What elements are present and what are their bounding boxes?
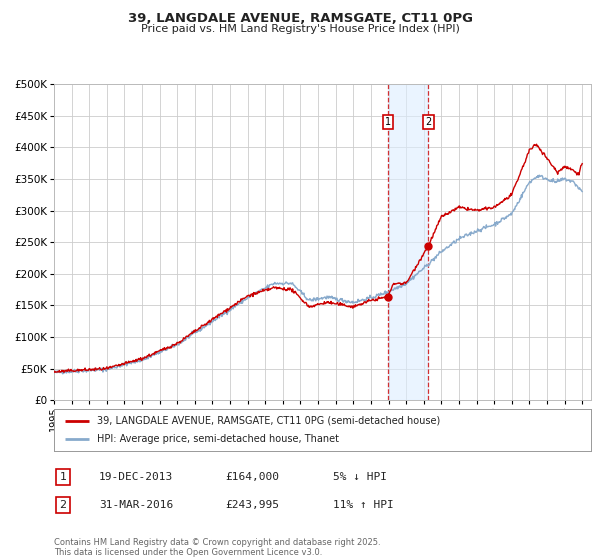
Text: 1: 1 bbox=[59, 472, 67, 482]
Text: 2: 2 bbox=[59, 500, 67, 510]
Text: 19-DEC-2013: 19-DEC-2013 bbox=[99, 472, 173, 482]
Text: 5% ↓ HPI: 5% ↓ HPI bbox=[333, 472, 387, 482]
Text: 31-MAR-2016: 31-MAR-2016 bbox=[99, 500, 173, 510]
Text: HPI: Average price, semi-detached house, Thanet: HPI: Average price, semi-detached house,… bbox=[97, 434, 339, 444]
Text: £164,000: £164,000 bbox=[225, 472, 279, 482]
Text: 39, LANGDALE AVENUE, RAMSGATE, CT11 0PG: 39, LANGDALE AVENUE, RAMSGATE, CT11 0PG bbox=[128, 12, 473, 25]
Bar bbox=[388, 84, 428, 400]
Text: £243,995: £243,995 bbox=[225, 500, 279, 510]
Text: Price paid vs. HM Land Registry's House Price Index (HPI): Price paid vs. HM Land Registry's House … bbox=[140, 24, 460, 34]
Text: 39, LANGDALE AVENUE, RAMSGATE, CT11 0PG (semi-detached house): 39, LANGDALE AVENUE, RAMSGATE, CT11 0PG … bbox=[97, 416, 440, 426]
Text: Contains HM Land Registry data © Crown copyright and database right 2025.
This d: Contains HM Land Registry data © Crown c… bbox=[54, 538, 380, 557]
Text: 1: 1 bbox=[385, 117, 391, 127]
Text: 11% ↑ HPI: 11% ↑ HPI bbox=[333, 500, 394, 510]
Text: 2: 2 bbox=[425, 117, 431, 127]
